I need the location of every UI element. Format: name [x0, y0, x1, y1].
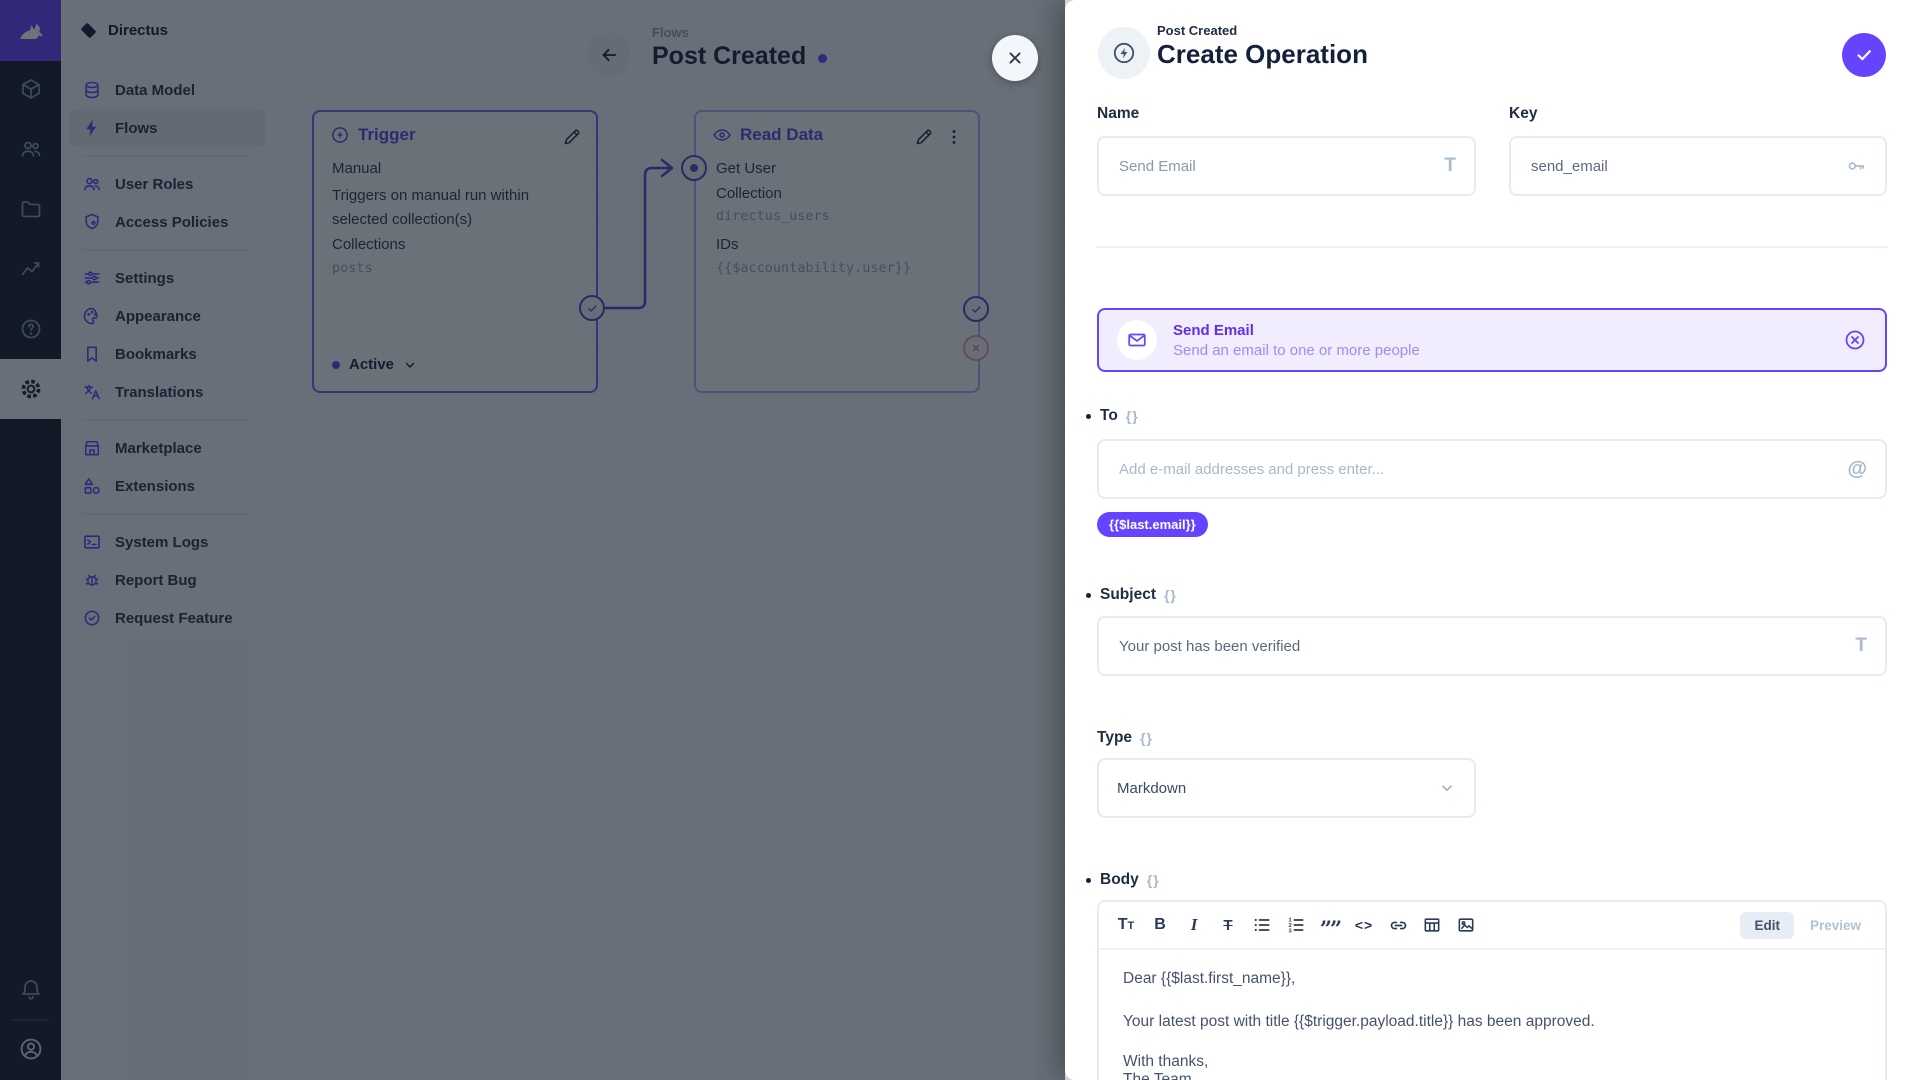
- table-button[interactable]: [1417, 910, 1447, 940]
- to-label: To {}: [1086, 407, 1139, 425]
- save-button[interactable]: [1842, 33, 1886, 77]
- svg-text:3: 3: [1289, 929, 1293, 935]
- key-label: Key: [1509, 105, 1538, 122]
- raw-value-icon[interactable]: {}: [1140, 730, 1153, 746]
- to-email-chip[interactable]: {{$last.email}}: [1097, 512, 1208, 537]
- subject-input[interactable]: [1117, 636, 1856, 656]
- text-type-icon: T: [1444, 155, 1456, 176]
- subject-field[interactable]: T: [1097, 616, 1887, 676]
- chevron-down-icon: [1438, 779, 1456, 797]
- svg-text:2: 2: [1289, 923, 1293, 929]
- name-label: Name: [1097, 105, 1140, 122]
- image-button[interactable]: [1451, 910, 1481, 940]
- raw-value-icon[interactable]: {}: [1163, 587, 1177, 603]
- body-line: With thanks,: [1123, 1053, 1209, 1070]
- chip-label: {{$last.email}}: [1109, 517, 1196, 532]
- required-dot: [1086, 877, 1091, 883]
- heading-size-button[interactable]: TT: [1117, 916, 1135, 933]
- drawer-header-icon-circle: [1098, 27, 1150, 79]
- type-select[interactable]: Markdown: [1097, 758, 1476, 818]
- name-input[interactable]: [1117, 156, 1445, 176]
- code-button[interactable]: <>: [1354, 917, 1374, 933]
- to-input[interactable]: [1117, 459, 1848, 479]
- bold-button[interactable]: B: [1154, 916, 1166, 933]
- key-field[interactable]: [1509, 136, 1887, 196]
- close-drawer-button[interactable]: [992, 35, 1038, 81]
- operation-banner-title: Send Email: [1173, 321, 1254, 339]
- raw-value-icon[interactable]: {}: [1125, 408, 1139, 424]
- drawer-overlay[interactable]: [0, 0, 1065, 1080]
- strikethrough-button[interactable]: T: [1223, 916, 1233, 934]
- key-icon: [1845, 155, 1867, 177]
- body-paragraph: Dear {{$last.first_name}},: [1123, 970, 1296, 987]
- operation-type-banner[interactable]: Send Email Send an email to one or more …: [1097, 308, 1887, 372]
- bullet-list-button[interactable]: [1247, 910, 1277, 940]
- markdown-body[interactable]: Dear {{$last.first_name}}, Your latest p…: [1099, 950, 1885, 1080]
- type-label: Type {}: [1097, 729, 1153, 746]
- drawer-title: Create Operation: [1157, 39, 1368, 69]
- drawer-breadcrumb: Post Created: [1157, 23, 1238, 38]
- name-field[interactable]: T: [1097, 136, 1476, 196]
- at-sign-icon: @: [1847, 457, 1867, 480]
- subject-label: Subject {}: [1086, 586, 1177, 604]
- body-line: The Team: [1123, 1071, 1192, 1080]
- operation-banner-text: Send Email Send an email to one or more …: [1173, 322, 1420, 359]
- create-operation-drawer: Post Created Create Operation Name T Key…: [1065, 0, 1920, 1080]
- close-icon: [1005, 48, 1025, 68]
- link-button[interactable]: [1383, 910, 1413, 940]
- deselect-operation-icon[interactable]: [1843, 328, 1867, 352]
- body-label: Body {}: [1086, 871, 1160, 889]
- required-dot: [1086, 413, 1091, 419]
- envelope-icon: [1117, 320, 1157, 360]
- text-type-icon: T: [1855, 635, 1867, 656]
- blockquote-button[interactable]: ””: [1319, 916, 1342, 941]
- to-field[interactable]: @: [1097, 439, 1887, 499]
- body-paragraph: Your latest post with title {{$trigger.p…: [1123, 1013, 1595, 1030]
- offline-bolt-icon: [1111, 40, 1137, 66]
- check-icon: [1854, 45, 1874, 65]
- edit-tab[interactable]: Edit: [1740, 911, 1794, 939]
- italic-button[interactable]: I: [1190, 915, 1198, 934]
- required-dot: [1086, 592, 1091, 598]
- svg-text:1: 1: [1289, 918, 1293, 924]
- preview-tab[interactable]: Preview: [1809, 917, 1861, 933]
- section-divider: [1097, 246, 1887, 248]
- type-selected-value: Markdown: [1117, 779, 1187, 797]
- raw-value-icon[interactable]: {}: [1146, 872, 1160, 888]
- key-input[interactable]: [1529, 156, 1845, 176]
- operation-banner-subtitle: Send an email to one or more people: [1173, 341, 1420, 359]
